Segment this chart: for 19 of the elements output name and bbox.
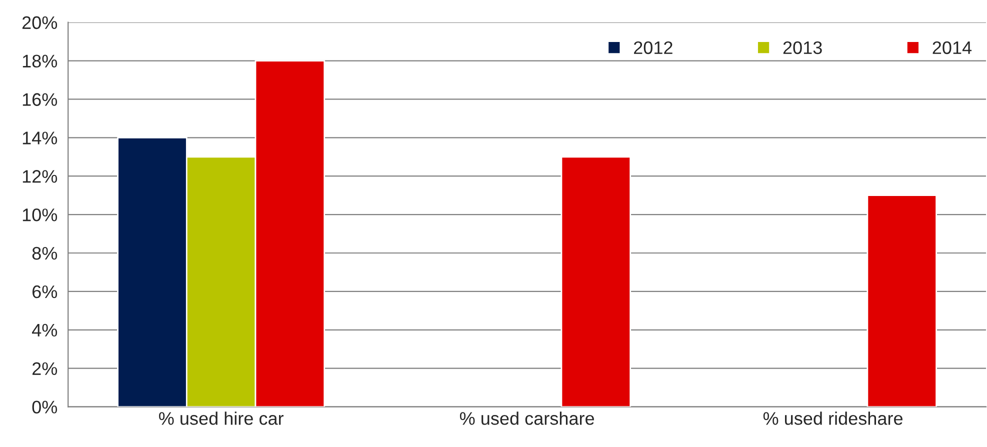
y-tick-label: 20% (22, 16, 58, 30)
y-tick-label: 16% (22, 93, 58, 106)
bar (866, 194, 937, 407)
y-tick-label: 14% (22, 132, 58, 144)
y-tick-label: 2% (32, 362, 58, 375)
y-tick-label: 10% (22, 208, 58, 222)
x-tick-label: % used hire car (159, 412, 284, 425)
y-tick-label: 12% (22, 170, 58, 183)
y-tick-label: 8% (32, 246, 58, 260)
bar (560, 156, 632, 407)
legend-label: 2012 (634, 41, 672, 54)
y-tick-label: 4% (32, 324, 58, 337)
y-tick-label: 0% (32, 400, 58, 414)
legend-label: 2014 (932, 41, 972, 54)
y-tick-label: 6% (32, 285, 58, 298)
x-tick-label: % used carshare (460, 412, 594, 425)
x-tick-label: % used rideshare (763, 412, 902, 425)
legend-label: 2013 (783, 41, 822, 54)
y-tick-label: 18% (22, 54, 58, 68)
